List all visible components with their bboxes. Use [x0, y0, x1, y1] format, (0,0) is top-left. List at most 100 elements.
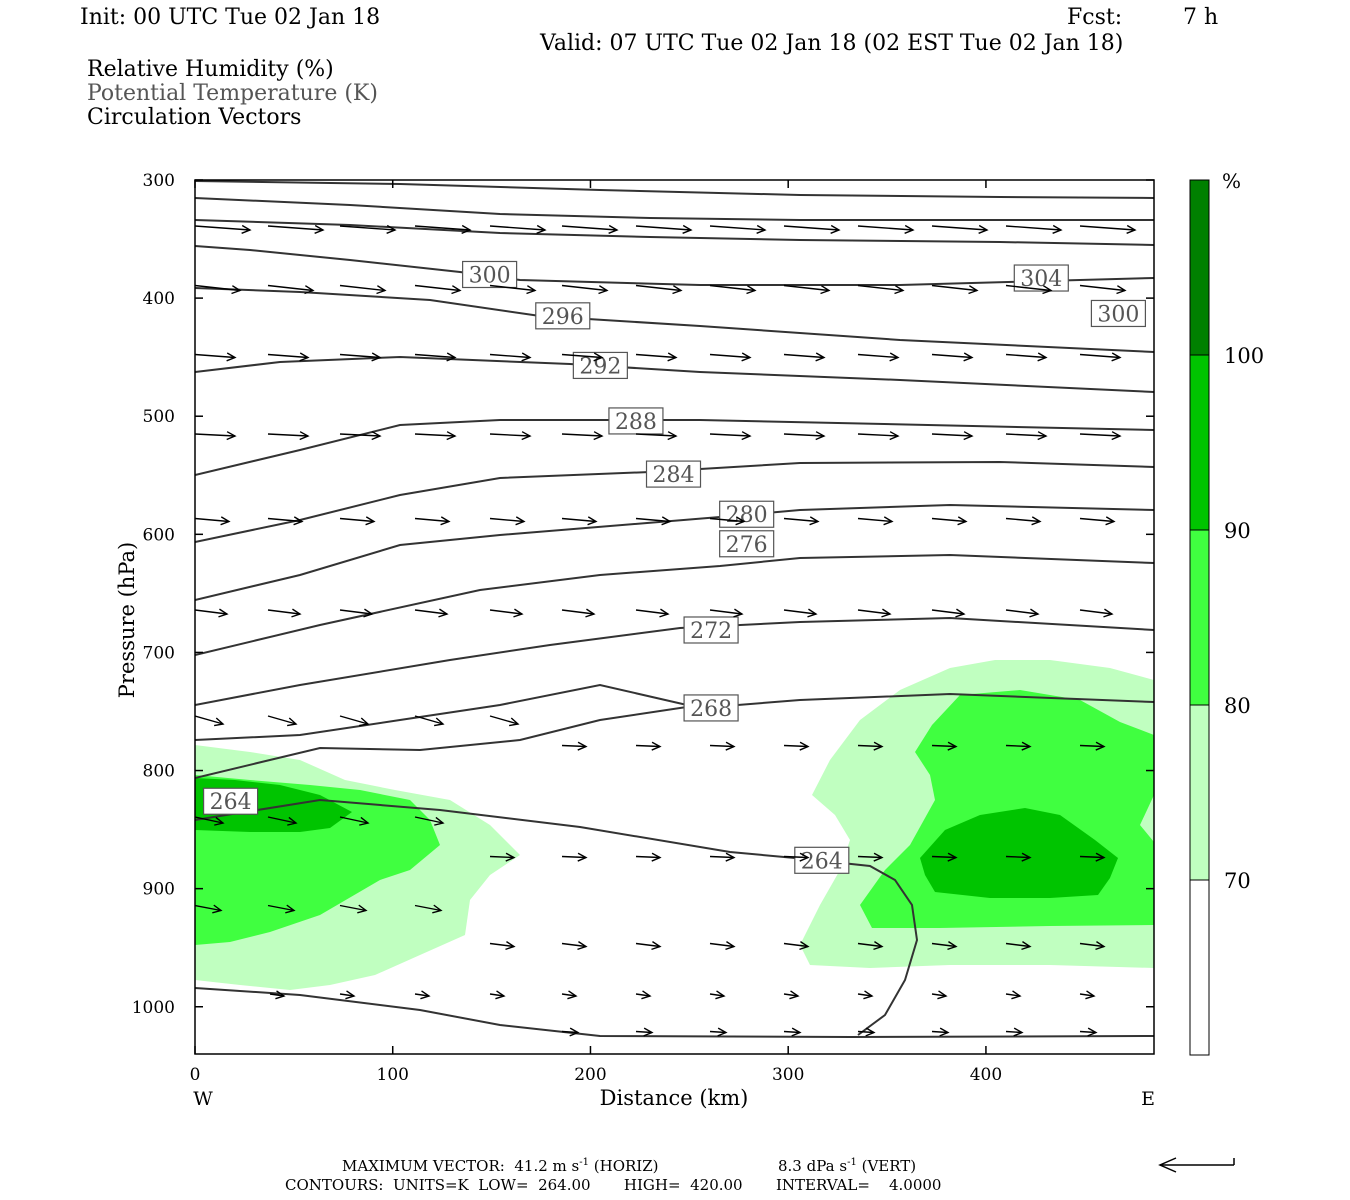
circulation-vector-arrow — [414, 516, 451, 526]
circulation-vector-arrow — [783, 1027, 802, 1037]
circulation-vector-arrow — [195, 431, 237, 441]
colorbar-segment — [1190, 705, 1209, 880]
circulation-vector-arrow — [635, 990, 652, 1000]
y-tick-label: 1000 — [132, 998, 175, 1018]
y-tick-label: 900 — [143, 880, 175, 900]
circulation-vector-arrow — [1005, 352, 1048, 362]
circulation-vector-arrow — [267, 904, 296, 914]
circulation-vector-arrow — [783, 852, 810, 862]
circulation-vector-arrow — [857, 1027, 876, 1037]
isentrope-label: 272 — [683, 616, 739, 644]
x-tick-label: 0 — [190, 1065, 201, 1085]
circulation-vector-arrow — [339, 352, 382, 362]
circulation-vector-arrow — [1005, 852, 1032, 862]
circulation-vector-arrow — [561, 608, 596, 618]
circulation-vector-arrow — [635, 608, 670, 618]
circulation-vector-arrow — [1079, 431, 1122, 441]
colorbar-label: 90 — [1224, 519, 1251, 543]
circulation-vector-arrow — [931, 1027, 950, 1037]
circulation-vector-arrow — [857, 741, 884, 751]
circulation-vector-arrow — [1005, 608, 1040, 618]
circulation-vector-arrow — [1079, 1027, 1098, 1037]
circulation-vector-arrow — [561, 352, 604, 362]
isentrope-line — [195, 180, 1154, 199]
isentrope-label: 276 — [719, 530, 775, 558]
isentrope-line — [195, 245, 1154, 286]
isentrope-label: 264 — [202, 787, 259, 815]
circulation-vector-arrow — [931, 352, 974, 362]
isentrope-label-text: 288 — [615, 410, 657, 435]
y-tick-label: 500 — [143, 407, 175, 427]
circulation-vector-arrow — [1079, 284, 1127, 295]
circulation-vector-arrow — [635, 741, 662, 751]
colorbar-unit: % — [1222, 169, 1241, 193]
isentrope-line — [195, 460, 1154, 543]
max-vector-vert-value: 8.3 dPa s — [778, 1157, 848, 1175]
circulation-vector-arrow — [783, 741, 810, 751]
circulation-vector-arrow — [931, 741, 958, 751]
circulation-vector-arrow — [1079, 990, 1096, 1000]
circulation-vector-arrow — [1079, 941, 1106, 951]
isentrope-label: 288 — [608, 407, 664, 435]
rh-90-region-east — [920, 808, 1118, 898]
isentrope-label: 284 — [645, 460, 702, 488]
circulation-vector-arrow — [1005, 941, 1032, 951]
circulation-vector-arrow — [857, 284, 905, 295]
isentrope-label-text: 264 — [801, 849, 843, 874]
colorbar-segment — [1190, 880, 1209, 1055]
circulation-vector-arrow — [857, 224, 915, 234]
circulation-vector-arrow — [195, 352, 237, 362]
circulation-vector-arrow — [414, 352, 457, 362]
circulation-vector-arrow — [561, 1027, 580, 1037]
circulation-vector-arrow — [635, 941, 662, 951]
circulation-vector-arrow — [1005, 516, 1042, 526]
circulation-vector-arrow — [783, 284, 831, 295]
forecast-label: Fcst: — [1067, 5, 1123, 30]
circulation-vector-arrow — [339, 224, 397, 234]
max-vector-vert-text: 8.3 dPa s-1 (VERT) — [778, 1157, 916, 1175]
circulation-vector-arrow — [195, 608, 229, 618]
circulation-vector-arrow — [857, 852, 884, 862]
isentrope-line — [195, 553, 1154, 656]
circulation-vector-arrow — [709, 516, 746, 526]
circulation-vector-arrow — [414, 990, 431, 1000]
circulation-vector-arrow — [931, 941, 958, 951]
circulation-vector-arrow — [489, 431, 532, 441]
circulation-vector-arrow — [1005, 741, 1032, 751]
circulation-vector-arrow — [414, 224, 472, 234]
circulation-vector-arrow — [561, 284, 609, 295]
circulation-vector-arrow — [857, 431, 900, 441]
circulation-vector-arrow — [1079, 224, 1137, 234]
circulation-vector-arrow — [561, 431, 604, 441]
forecast-hour: 7 h — [1183, 5, 1219, 30]
x-tick-label: 100 — [377, 1065, 409, 1085]
isentrope-label: 264 — [794, 846, 850, 874]
y-tick-label: 300 — [143, 171, 175, 191]
y-axis: 300 400 500 600 700 800 900 1000 — [132, 171, 1154, 1018]
circulation-vector-arrow — [783, 990, 800, 1000]
circulation-vector-arrow — [339, 431, 382, 441]
isentrope-line — [195, 219, 1154, 246]
circulation-vector-arrow — [339, 516, 376, 526]
max-vector-horiz-value: MAXIMUM VECTOR: 41.2 m s — [342, 1157, 580, 1175]
circulation-vector-arrow — [783, 516, 820, 526]
circulation-vector-arrow — [635, 352, 678, 362]
plot-frame — [194, 179, 1155, 1055]
isentrope-line — [195, 503, 1154, 601]
circulation-vector-arrow — [414, 284, 462, 295]
circulation-vector-arrow — [709, 352, 752, 362]
circulation-vector-arrow — [1005, 224, 1063, 234]
colorbar-segment — [1190, 180, 1209, 355]
isentrope-label-text: 276 — [726, 533, 768, 558]
circulation-vector-arrow — [931, 224, 989, 234]
isentrope-label: 300 — [1090, 299, 1147, 327]
circulation-vector-arrow — [339, 715, 370, 727]
superscript-minus-one: -1 — [579, 1157, 589, 1168]
isentrope-label-text: 300 — [1097, 302, 1139, 327]
circulation-vector-arrow — [267, 224, 325, 234]
superscript-minus-one: -1 — [847, 1157, 857, 1168]
x-axis-west-label: W — [193, 1088, 213, 1110]
circulation-vector-arrow — [561, 990, 578, 1000]
circulation-vector-arrow — [414, 816, 445, 826]
isentrope-label: 280 — [719, 500, 775, 528]
